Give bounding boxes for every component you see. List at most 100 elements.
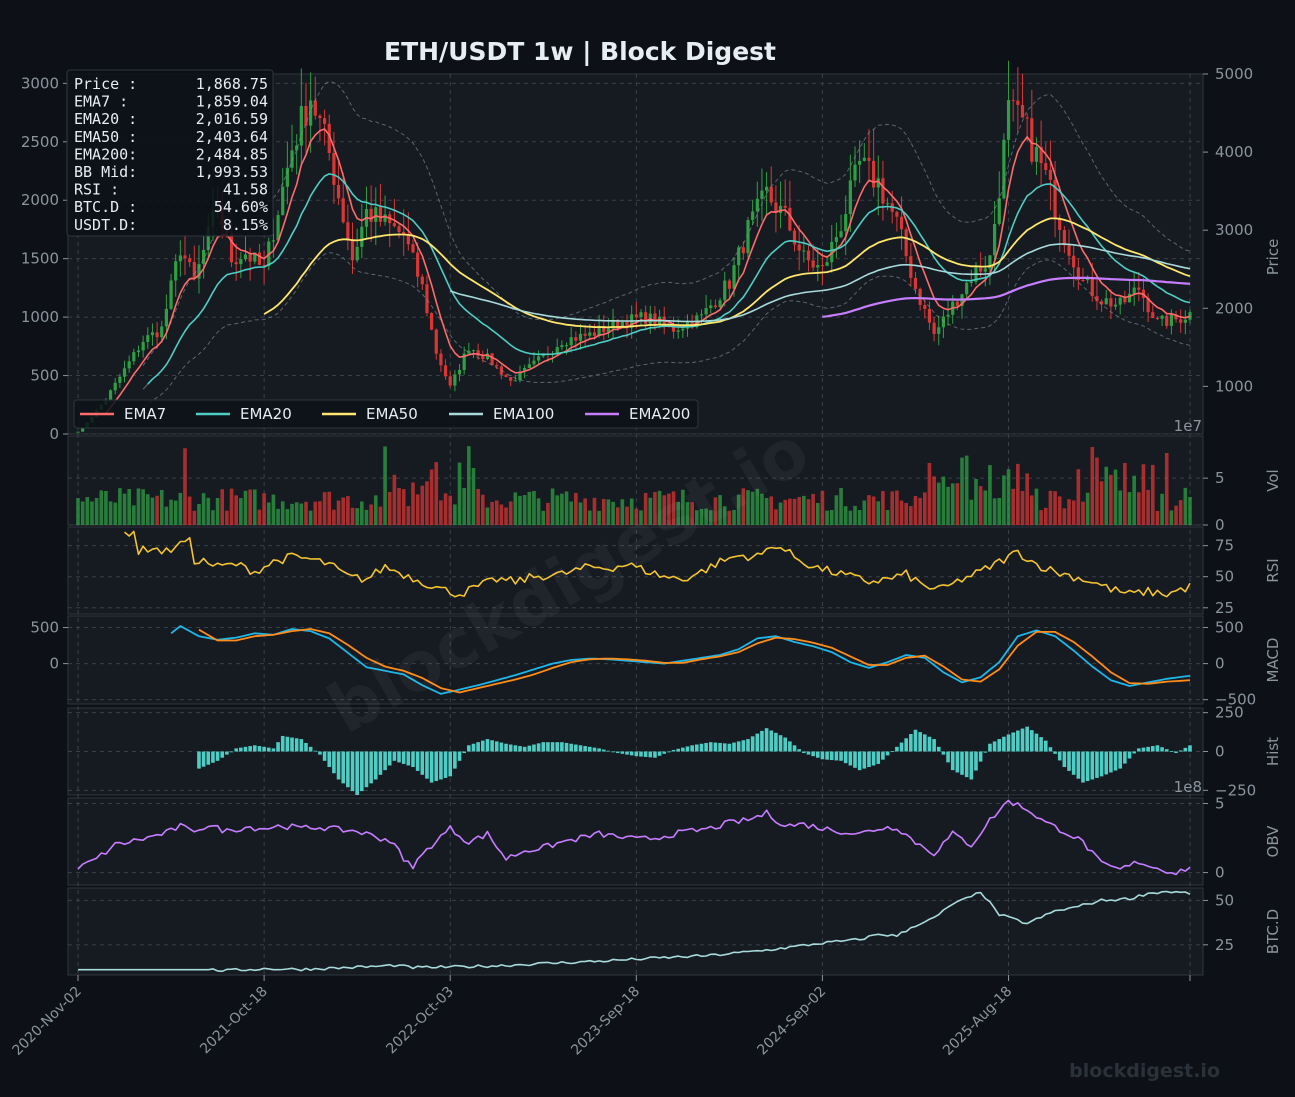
candle-body [965,282,969,295]
candlesticks [76,60,1192,433]
volume-bar [834,495,839,525]
volume-bar [239,498,243,525]
volume-bar [1002,475,1006,525]
candle-body [443,365,448,377]
volume-bar [755,488,760,525]
histogram-bar [550,742,555,752]
candle-body [806,250,811,261]
histogram-bar [1085,751,1090,782]
histogram-bar [1039,737,1043,752]
info-label: EMA7 : [74,93,128,111]
volume-bar [950,483,955,525]
candle-body [1086,278,1090,281]
candle-body [262,264,266,266]
y-tick-label: 5 [1215,795,1225,813]
histogram-bar [1016,730,1020,752]
volume-bar [1127,492,1132,525]
histogram-bar [262,746,266,752]
candle-body [671,324,676,332]
candle-body [160,326,164,338]
candle-body [564,345,569,347]
volume-bar [341,497,346,525]
candle-body [332,152,336,185]
histogram-bars [197,726,1192,795]
info-value: 1,859.04 [196,93,268,111]
volume-bar [425,481,429,525]
volume-bar [867,495,871,525]
histogram-bar [848,751,853,766]
candle-body [430,313,434,330]
histogram-bar [215,751,220,761]
volume-bar [587,510,592,525]
volume-bar [722,506,727,525]
volume-bar [518,495,522,525]
histogram-bar [741,740,746,752]
histogram-bar [518,746,522,752]
candle-body [243,254,248,260]
candle-body [453,374,457,386]
candle-body [406,235,410,245]
volume-bar [453,504,457,525]
candle-body [523,367,527,372]
histogram-bar [843,751,848,764]
axis-label-macd: MACD [1264,638,1282,683]
panel-obv [67,797,1204,886]
macd-line [170,625,1191,695]
candle-body [1113,304,1118,307]
histogram-bar [1067,751,1071,771]
histogram-bar [718,742,722,752]
y-tick-label: 500 [1215,619,1244,637]
bollinger-lower [142,252,1191,408]
candle-body [299,105,303,146]
volume-bar [439,500,443,525]
y-tick-label: 1500 [21,250,59,268]
volume-bar [1085,492,1090,525]
histogram-bar [341,751,346,784]
candle-body [616,319,620,329]
volume-bar [1048,490,1053,525]
histogram-bar [504,743,508,752]
y-tick-label: 1000 [21,308,59,326]
candle-body [1034,147,1039,162]
histogram-bar [1011,732,1015,752]
histogram-bar [690,745,694,752]
axis-label-price: Price [1264,239,1282,276]
candle-body [467,350,471,354]
volume-bar [936,482,941,525]
candle-body [1109,298,1113,307]
volume-bar [480,494,485,525]
histogram-bar [788,741,792,752]
volume-bar [513,492,518,525]
candle-body [848,180,852,215]
candle-body [676,330,680,332]
histogram-bar [406,751,411,766]
histogram-bar [950,751,955,771]
histogram-bar [457,751,462,761]
volume-bar [1104,466,1109,525]
candle-body [420,276,424,285]
footer-brand: blockdigest.io [1069,1060,1220,1082]
histogram-bar [932,739,936,752]
panel-rsi [67,526,1204,615]
candle-body [1067,245,1071,256]
histogram-bar [643,751,648,757]
legend-label: EMA200 [629,405,690,423]
volume-bar [299,503,304,525]
candle-body [481,355,485,360]
histogram-bar [508,744,513,752]
volume-bar [336,500,341,525]
volume-bar [318,501,322,525]
volume-bar [127,489,131,525]
histogram-bar [239,747,243,752]
candle-body [867,157,871,161]
histogram-bar [392,751,397,761]
volume-bar [248,489,252,525]
volume-bar [848,510,853,525]
volume-bar [676,501,681,525]
histogram-bar [1118,751,1123,769]
volume-bar [699,509,704,525]
y-tick-label: 0 [1215,743,1225,761]
candle-body [1025,117,1029,119]
histogram-bar [1150,746,1155,752]
chart-title: ETH/USDT 1w | Block Digest [384,37,776,66]
